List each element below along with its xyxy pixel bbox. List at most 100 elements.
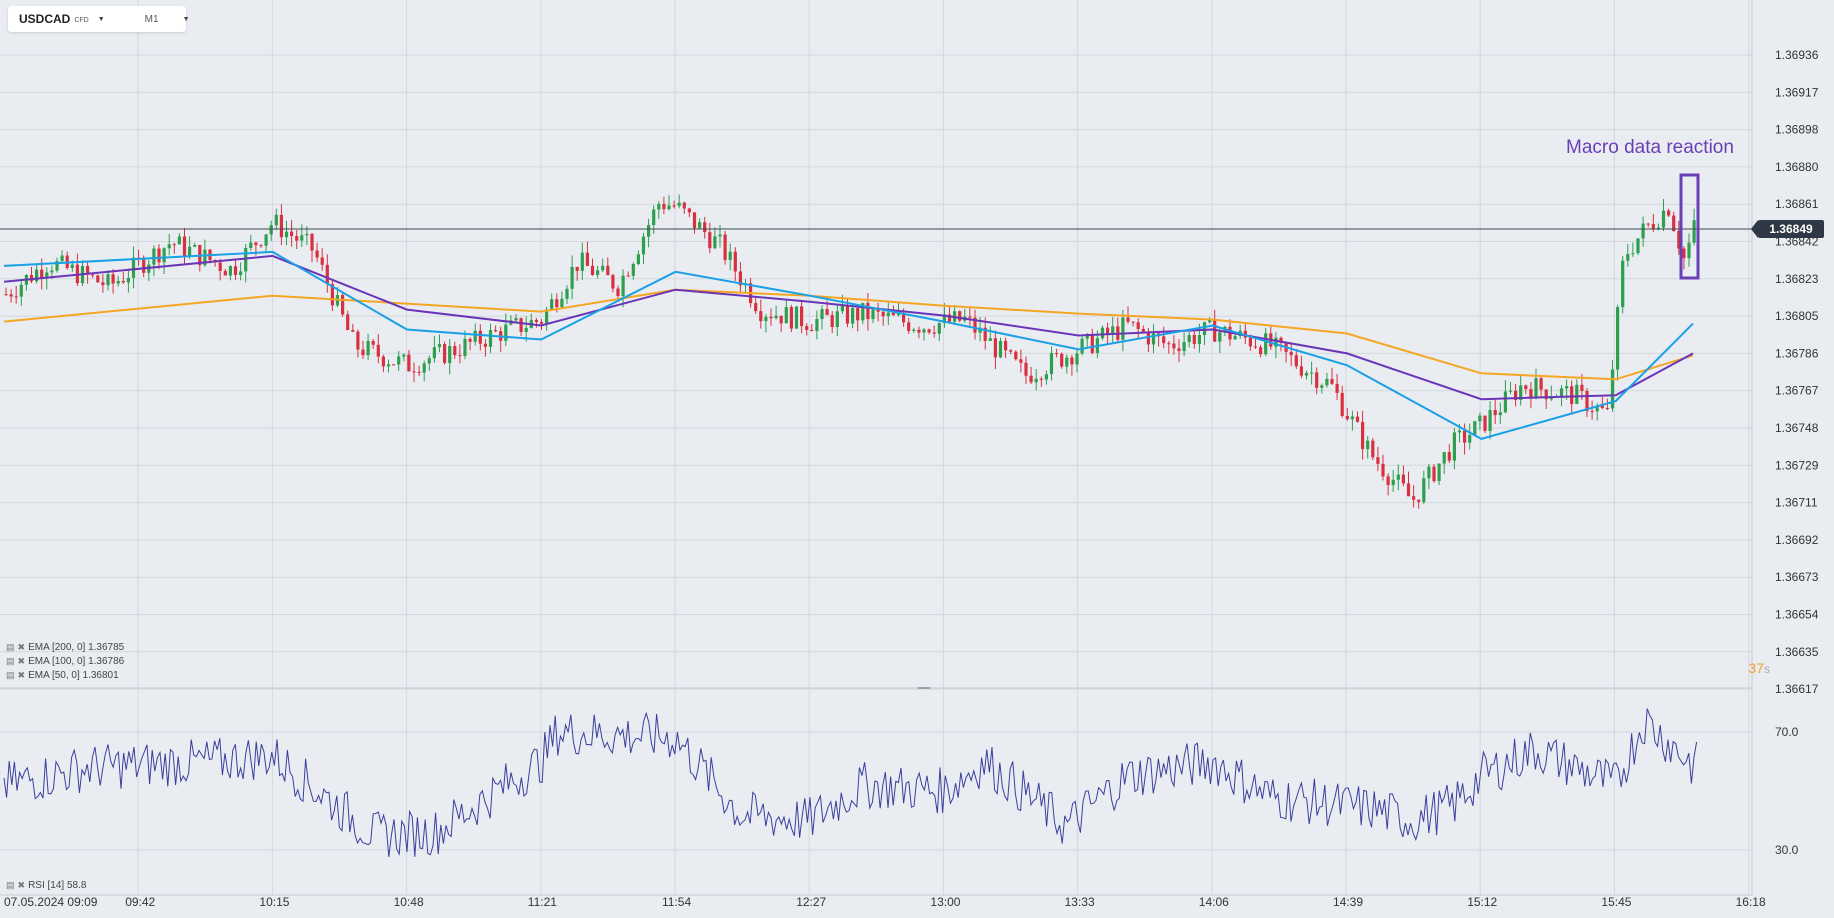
settings-icon[interactable]: ▤ [6,642,15,652]
close-icon[interactable]: ✖ [17,642,26,652]
candle [1060,352,1064,369]
candle [1590,400,1594,420]
candle [805,323,809,336]
candle [346,310,350,331]
ema-lines [3,250,1694,440]
settings-icon[interactable]: ▤ [6,670,15,680]
time-tick-label: 10:48 [394,895,424,909]
close-icon[interactable]: ✖ [17,880,26,890]
candle [973,309,977,340]
candle [1371,437,1375,460]
candle [96,274,100,283]
timeframe-dropdown-icon[interactable]: ▼ [182,15,190,23]
close-icon[interactable]: ✖ [17,670,26,680]
candle [1447,444,1451,464]
price-tick-label: 1.36673 [1775,570,1819,584]
candle [427,355,431,371]
candle [672,200,676,209]
candle [998,337,1003,359]
candle [988,326,992,341]
candle [1667,208,1671,217]
candle [789,304,793,333]
annotation-text: Macro data reaction [1566,137,1734,158]
candle [636,250,640,266]
candle [437,334,442,353]
candle [922,328,926,341]
candle [647,218,651,248]
candle [1004,337,1008,359]
candle [392,364,396,366]
candle [361,340,365,359]
candle [631,262,635,280]
price-tick-label: 1.36861 [1775,197,1819,211]
candle [1253,338,1258,349]
candle [315,242,319,263]
candle [29,267,34,284]
candle [1401,465,1405,487]
price-tick-label: 1.36823 [1775,272,1819,286]
candle [912,327,916,333]
candle [310,232,314,263]
candle [264,234,268,253]
symbol-selector[interactable]: USDCAD CFD ▼ M1 ▼ [8,6,190,32]
candle [417,365,421,376]
candle [1187,331,1191,348]
candle [1044,370,1048,385]
candle [1391,469,1395,492]
candle [866,292,870,331]
candle [111,268,115,294]
legend-rsi-text: RSI [14] 58.8 [28,880,87,891]
candle [239,262,243,281]
candle [733,247,737,281]
candle [1376,446,1380,472]
candle [820,305,824,330]
candle [443,341,447,365]
candle [657,200,661,219]
candle [947,306,952,324]
candle [1330,367,1334,385]
candle [1529,382,1533,409]
candle [815,310,819,340]
legend-ema50: ▤ ✖ EMA [50, 0] 1.36801 [6,670,119,681]
candle [1340,385,1344,418]
candle [728,243,732,271]
time-tick-label: 15:12 [1467,895,1497,909]
symbol-dropdown-icon[interactable]: ▼ [97,15,105,23]
candle [1539,376,1543,397]
candle [269,220,273,241]
candle [585,241,589,267]
legend-ema50-text: EMA [50, 0] 1.36801 [28,670,119,681]
candle [351,323,355,333]
candle [1315,367,1319,395]
candle [723,230,727,265]
price-tick-label: 1.36711 [1775,496,1818,510]
close-icon[interactable]: ✖ [17,656,26,666]
candle [19,281,23,306]
candle [881,308,885,326]
candle [1503,380,1507,414]
candle [1682,246,1686,270]
pane-resize-handle[interactable] [918,687,930,689]
candle [596,265,600,279]
candle [652,205,656,234]
candle [641,232,646,265]
candle [330,279,334,312]
candle [1498,402,1502,424]
candle [1692,208,1696,246]
candle [759,299,763,329]
price-tick-label: 1.36654 [1775,608,1819,622]
candle [1549,385,1553,401]
legend-ema100: ▤ ✖ EMA [100, 0] 1.36786 [6,656,124,667]
candle [1136,318,1140,340]
candle [590,258,595,276]
candle [182,227,187,265]
candle [1172,335,1176,355]
settings-icon[interactable]: ▤ [6,656,15,666]
candle [1065,354,1069,374]
timeframe-label[interactable]: M1 [144,13,159,25]
candle [703,216,707,239]
candle [1177,339,1181,363]
candle [223,268,227,276]
settings-icon[interactable]: ▤ [6,880,15,890]
